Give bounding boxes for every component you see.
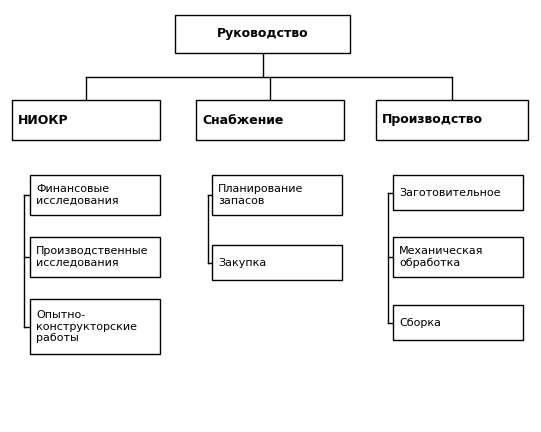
FancyBboxPatch shape [376, 100, 528, 140]
FancyBboxPatch shape [212, 175, 342, 215]
Text: Руководство: Руководство [217, 28, 308, 41]
FancyBboxPatch shape [12, 100, 160, 140]
Text: Заготовительное: Заготовительное [399, 187, 500, 197]
FancyBboxPatch shape [393, 237, 523, 277]
FancyBboxPatch shape [30, 299, 160, 354]
FancyBboxPatch shape [393, 175, 523, 210]
Text: Опытно-
конструкторские
работы: Опытно- конструкторские работы [36, 310, 137, 343]
Text: Закупка: Закупка [218, 257, 266, 267]
FancyBboxPatch shape [196, 100, 344, 140]
Text: Снабжение: Снабжение [202, 114, 283, 127]
FancyBboxPatch shape [30, 175, 160, 215]
FancyBboxPatch shape [212, 245, 342, 280]
Text: Производственные
исследования: Производственные исследования [36, 246, 148, 268]
Text: Финансовые
исследования: Финансовые исследования [36, 184, 118, 206]
FancyBboxPatch shape [393, 305, 523, 340]
FancyBboxPatch shape [175, 15, 350, 53]
Text: НИОКР: НИОКР [18, 114, 69, 127]
Text: Производство: Производство [382, 114, 483, 127]
FancyBboxPatch shape [30, 237, 160, 277]
Text: Сборка: Сборка [399, 318, 441, 327]
Text: Планирование
запасов: Планирование запасов [218, 184, 304, 206]
Text: Механическая
обработка: Механическая обработка [399, 246, 484, 268]
